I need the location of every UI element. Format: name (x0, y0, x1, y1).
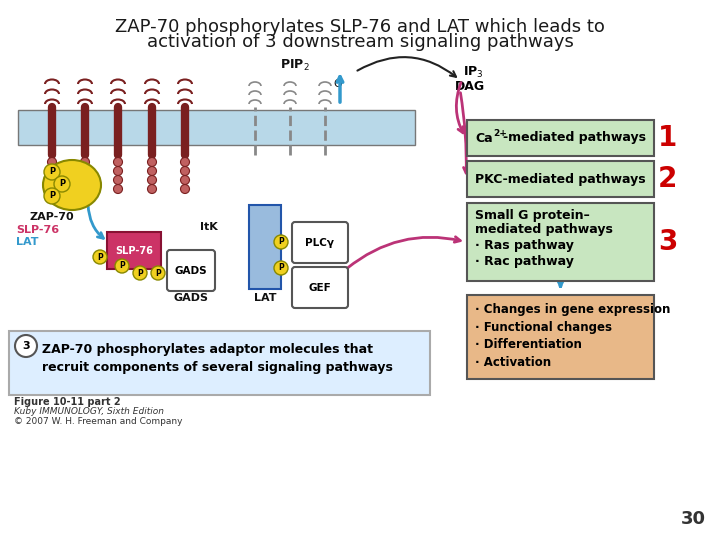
Text: · Ras pathway: · Ras pathway (475, 240, 574, 253)
Text: LAT: LAT (253, 293, 276, 303)
Text: GADS: GADS (175, 266, 207, 276)
Text: P: P (119, 261, 125, 271)
Text: 3: 3 (22, 341, 30, 351)
Text: · Activation: · Activation (475, 356, 551, 369)
Circle shape (81, 158, 89, 166)
Text: · Differentiation: · Differentiation (475, 339, 582, 352)
FancyBboxPatch shape (107, 232, 161, 269)
Text: 2: 2 (658, 165, 678, 193)
FancyBboxPatch shape (467, 295, 654, 379)
Text: 2+: 2+ (493, 130, 507, 138)
FancyBboxPatch shape (9, 331, 430, 395)
Circle shape (148, 166, 156, 176)
Text: ZAP-70 phosphorylates adaptor molecules that: ZAP-70 phosphorylates adaptor molecules … (42, 343, 373, 356)
Text: ItK: ItK (200, 222, 217, 232)
Text: Small G protein–: Small G protein– (475, 210, 590, 222)
Circle shape (48, 158, 56, 166)
Text: PLCγ: PLCγ (305, 238, 335, 248)
Circle shape (54, 176, 70, 192)
Text: P: P (59, 179, 65, 188)
Text: P: P (49, 167, 55, 177)
Text: PKC-mediated pathways: PKC-mediated pathways (475, 172, 646, 186)
Text: P: P (137, 268, 143, 278)
Circle shape (148, 158, 156, 166)
Circle shape (181, 185, 189, 193)
Text: Figure 10-11 part 2: Figure 10-11 part 2 (14, 397, 121, 407)
FancyBboxPatch shape (467, 203, 654, 281)
Text: P: P (278, 238, 284, 246)
Text: 3: 3 (658, 228, 678, 256)
Circle shape (148, 176, 156, 185)
Circle shape (114, 166, 122, 176)
Circle shape (48, 176, 56, 185)
Text: -mediated pathways: -mediated pathways (503, 132, 646, 145)
FancyBboxPatch shape (167, 250, 215, 291)
Text: P: P (155, 268, 161, 278)
Circle shape (274, 235, 288, 249)
Circle shape (151, 266, 165, 280)
Text: · Changes in gene expression: · Changes in gene expression (475, 302, 670, 315)
Text: DAG: DAG (455, 80, 485, 93)
Text: P: P (278, 264, 284, 273)
Ellipse shape (43, 160, 101, 210)
Circle shape (44, 164, 60, 180)
FancyBboxPatch shape (292, 267, 348, 308)
Text: · Functional changes: · Functional changes (475, 321, 612, 334)
Text: Ca: Ca (475, 132, 492, 145)
Circle shape (148, 185, 156, 193)
Text: P: P (97, 253, 103, 261)
Circle shape (81, 166, 89, 176)
Circle shape (133, 266, 147, 280)
Text: mediated pathways: mediated pathways (475, 224, 613, 237)
Text: LAT: LAT (16, 237, 38, 247)
Text: IP$_3$: IP$_3$ (463, 64, 484, 79)
FancyBboxPatch shape (18, 110, 415, 145)
Circle shape (181, 158, 189, 166)
FancyBboxPatch shape (292, 222, 348, 263)
Text: GEF: GEF (309, 283, 331, 293)
Text: ZAP-70: ZAP-70 (30, 212, 75, 222)
Circle shape (274, 261, 288, 275)
FancyBboxPatch shape (249, 205, 281, 289)
Circle shape (114, 185, 122, 193)
Text: · Rac pathway: · Rac pathway (475, 255, 574, 268)
Circle shape (93, 250, 107, 264)
FancyBboxPatch shape (467, 120, 654, 156)
Text: SLP-76: SLP-76 (16, 225, 59, 235)
Text: O: O (333, 79, 343, 89)
Text: 30: 30 (681, 510, 706, 528)
FancyBboxPatch shape (467, 161, 654, 197)
Text: activation of 3 downstream signaling pathways: activation of 3 downstream signaling pat… (147, 33, 573, 51)
Circle shape (44, 188, 60, 204)
Text: ZAP-70 phosphorylates SLP-76 and LAT which leads to: ZAP-70 phosphorylates SLP-76 and LAT whi… (115, 18, 605, 36)
Circle shape (15, 335, 37, 357)
Text: SLP-76: SLP-76 (115, 246, 153, 255)
Circle shape (181, 176, 189, 185)
Circle shape (81, 176, 89, 185)
Circle shape (114, 158, 122, 166)
Circle shape (48, 185, 56, 193)
Text: GADS: GADS (174, 293, 209, 303)
Text: © 2007 W. H. Freeman and Company: © 2007 W. H. Freeman and Company (14, 417, 182, 426)
Text: PIP$_2$: PIP$_2$ (280, 58, 310, 73)
Text: recruit components of several signaling pathways: recruit components of several signaling … (42, 361, 393, 375)
Circle shape (114, 176, 122, 185)
Text: 1: 1 (658, 124, 678, 152)
Text: P: P (49, 192, 55, 200)
Circle shape (181, 166, 189, 176)
Circle shape (48, 166, 56, 176)
Circle shape (115, 259, 129, 273)
Circle shape (81, 185, 89, 193)
Text: Kuby IMMUNOLOGY, Sixth Edition: Kuby IMMUNOLOGY, Sixth Edition (14, 407, 164, 416)
